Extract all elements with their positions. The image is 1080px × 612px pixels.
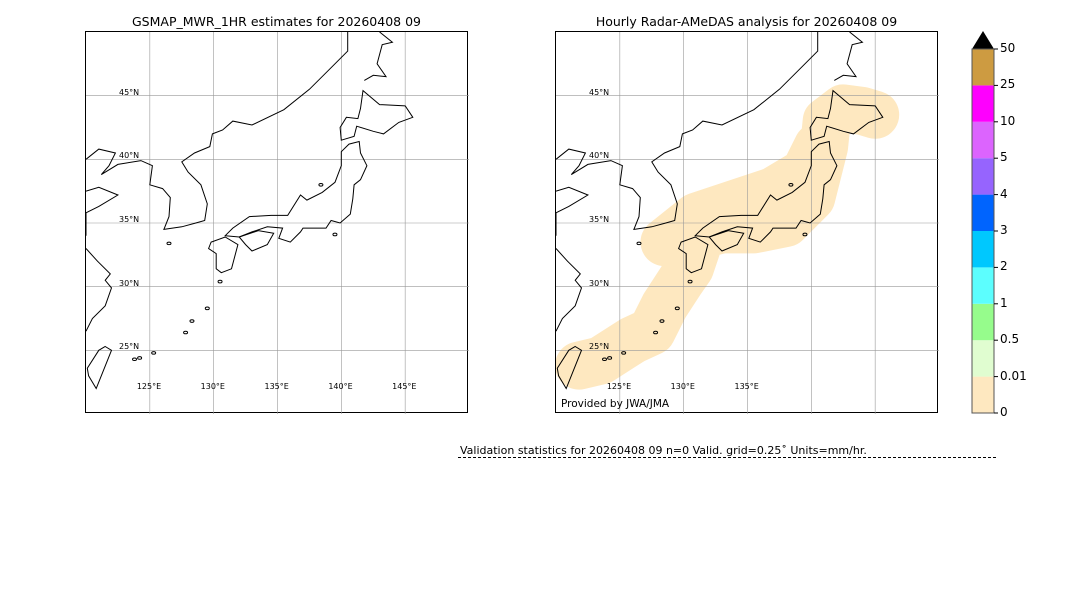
colorbar-segment [972,121,994,159]
island [189,319,195,323]
island [204,306,210,311]
colorbar-segment [972,85,994,122]
coastline-sakhalin [834,32,864,81]
colorbar-tick-label: 0.01 [1000,368,1027,383]
lat-label: 40°N [589,151,610,161]
coastline-honshu [224,140,368,243]
lon-label: 135°E [734,382,759,391]
island [687,279,693,284]
lat-label: 40°N [119,151,140,161]
map-canvas [556,32,939,414]
island [621,351,627,355]
island [653,330,659,335]
lon-label: 140°E [328,382,353,391]
coastline-hokkaido [339,89,414,141]
coastline-taiwan [556,345,583,390]
lon-label: 130°E [200,382,225,391]
island [674,306,680,311]
left-map-title: GSMAP_MWR_1HR estimates for 20260408 09 [132,14,421,29]
left-map: 45°N 40°N 35°N 30°N 25°N 125°E 130°E 135°E 140°E… [85,31,469,414]
island [602,357,608,362]
colorbar-segment [972,49,994,86]
colorbar-segment [972,158,994,195]
colorbar [971,31,998,414]
island [788,183,794,187]
coastline-china [86,248,113,332]
lon-label: 130°E [670,382,695,391]
coastline-hokkaido [809,89,884,141]
colorbar-segment [972,340,994,377]
island [659,319,665,323]
colorbar-tick-label: 3 [1000,223,1008,237]
colorbar-tick-label: 1 [1000,295,1008,310]
colorbar-segment [972,267,994,304]
lat-label: 30°N [119,278,140,288]
lat-label: 30°N [589,278,610,288]
island [166,241,172,246]
island [802,232,808,237]
lat-label: 35°N [589,215,610,224]
lat-label: 35°N [119,215,140,224]
colorbar-tick-label: 25 [1000,77,1016,92]
coastline-kyushu [677,236,709,274]
colorbar-tick-label: 0.5 [1000,332,1020,347]
map-canvas [86,32,469,414]
island [607,356,613,360]
coastline-mainland [86,32,349,231]
credit-text: Provided by JWA/JMA [561,398,670,410]
coastline-taiwan [86,345,113,390]
colorbar-tick-label: 5 [1000,150,1008,165]
lon-label: 145°E [392,382,417,391]
island [636,241,642,246]
island [332,232,338,237]
right-map: Provided by JWA/JMA 45°N 40°N 35°N 30°N 25°N… [555,31,939,414]
rain-area [640,122,842,267]
lon-label: 125°E [136,382,162,391]
lat-label: 25°N [119,342,140,352]
island [132,357,138,362]
validation-stats: Validation statistics for 20260408 09 n=… [460,444,867,457]
island [183,330,189,335]
colorbar-tick-label: 10 [1000,113,1016,128]
coastline-shikoku [238,230,275,252]
colorbar-tick-label: 0 [1000,405,1008,419]
colorbar-extend-arrow [972,31,994,49]
island [217,279,223,284]
colorbar-tick-label: 4 [1000,186,1008,201]
colorbar-segment [972,194,994,231]
colorbar-segment [972,376,994,413]
lat-label: 25°N [589,342,610,352]
lat-label: 45°N [119,87,140,97]
coastline-shandong [86,186,120,236]
coastline-kyushu [207,236,239,274]
dashed-divider [458,457,996,458]
coastline-shandong [556,186,590,236]
colorbar-tick-label: 50 [1000,41,1016,55]
right-map-title: Hourly Radar-AMeDAS analysis for 2026040… [595,14,898,29]
island [318,183,324,187]
coastline-honshu [694,140,838,243]
coastline-mainland [556,32,819,231]
colorbar-segment [972,231,994,268]
lat-label: 45°N [589,87,610,97]
island [137,356,143,360]
island [151,351,157,355]
lon-label: 135°E [264,382,289,391]
coastline-shikoku [708,230,745,252]
coastline-sakhalin [364,32,394,81]
colorbar-tick-label: 2 [1000,259,1008,274]
coastline-china [556,248,583,332]
lon-label: 125°E [606,382,632,391]
colorbar-segment [972,303,994,341]
